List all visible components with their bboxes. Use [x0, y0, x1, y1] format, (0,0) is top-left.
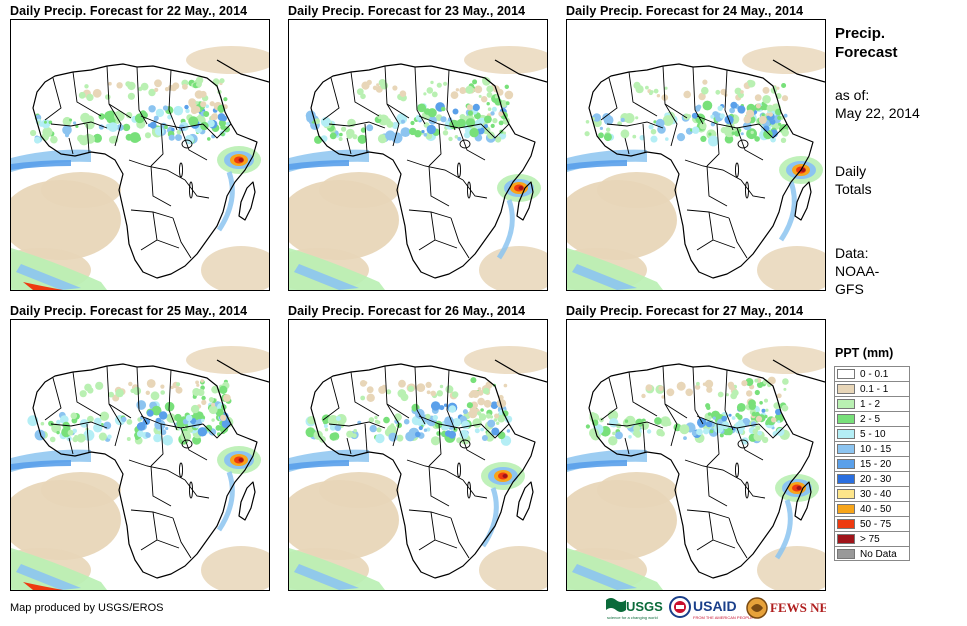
data-source-line: GFS [835, 281, 864, 297]
legend-swatch [837, 534, 855, 544]
precip-map [288, 19, 548, 291]
africa-precip-svg [289, 346, 547, 590]
totals-line: Daily [835, 163, 867, 179]
legend-label: No Data [860, 549, 897, 560]
legend-item: > 75 [834, 531, 910, 546]
legend-label: > 75 [860, 534, 880, 545]
usgs-logo: USGS science for a changing world [606, 598, 663, 620]
legend-item: No Data [834, 546, 910, 561]
legend-item: 50 - 75 [834, 516, 910, 531]
legend-swatch [837, 429, 855, 439]
africa-precip-svg [289, 46, 547, 290]
legend-item: 1 - 2 [834, 396, 910, 411]
africa-precip-svg [11, 346, 269, 590]
africa-precip-svg [11, 46, 269, 290]
panel-title: Daily Precip. Forecast for 23 May., 2014 [288, 4, 526, 18]
legend-item: 10 - 15 [834, 441, 910, 456]
legend-item: 30 - 40 [834, 486, 910, 501]
legend-swatch [837, 459, 855, 469]
panel-title: Daily Precip. Forecast for 22 May., 2014 [10, 4, 248, 18]
usaid-logo: USAID FROM THE AMERICAN PEOPLE [669, 596, 753, 620]
sidebar-title-line: Forecast [835, 44, 898, 61]
legend-label: 15 - 20 [860, 459, 892, 470]
legend-label: 50 - 75 [860, 519, 892, 530]
precip-map [10, 319, 270, 591]
fewsnet-logo: FEWS NET [746, 597, 826, 619]
legend-item: 0.1 - 1 [834, 381, 910, 396]
sidebar-title-line: Precip. [835, 25, 886, 42]
legend-swatch [837, 549, 855, 559]
legend-item: 0 - 0.1 [834, 366, 910, 381]
legend-swatch [837, 489, 855, 499]
panel-title: Daily Precip. Forecast for 26 May., 2014 [288, 304, 526, 318]
legend-swatch [837, 444, 855, 454]
as-of-label: as of: [835, 87, 870, 103]
legend-label: 40 - 50 [860, 504, 892, 515]
legend-swatch [837, 369, 855, 379]
precip-map [566, 19, 826, 291]
svg-text:FROM THE AMERICAN PEOPLE: FROM THE AMERICAN PEOPLE [693, 615, 753, 620]
panel-title: Daily Precip. Forecast for 27 May., 2014 [566, 304, 804, 318]
panel-title: Daily Precip. Forecast for 24 May., 2014 [566, 4, 804, 18]
as-of-block: as of: May 22, 2014 [835, 86, 920, 122]
partner-logos: USGS science for a changing world USAID … [606, 596, 826, 620]
legend-label: 20 - 30 [860, 474, 892, 485]
data-source-line: NOAA- [835, 263, 880, 279]
as-of-date: May 22, 2014 [835, 105, 920, 121]
sidebar-title: Precip. Forecast [835, 24, 898, 62]
africa-precip-svg [567, 46, 825, 290]
legend-item: 20 - 30 [834, 471, 910, 486]
panel-title: Daily Precip. Forecast for 25 May., 2014 [10, 304, 248, 318]
legend-label: 2 - 5 [860, 414, 881, 425]
legend-label: 30 - 40 [860, 489, 892, 500]
ppt-legend: 0 - 0.1 0.1 - 1 1 - 2 2 - 5 5 - 10 10 - 15 15 … [834, 366, 910, 561]
legend-title: PPT (mm) [835, 346, 894, 360]
totals-line: Totals [835, 181, 872, 197]
legend-item: 5 - 10 [834, 426, 910, 441]
legend-swatch [837, 384, 855, 394]
legend-label: 0.1 - 1 [860, 384, 889, 395]
map-credit: Map produced by USGS/EROS [10, 602, 164, 614]
africa-precip-svg [567, 346, 825, 590]
svg-text:USGS: USGS [626, 599, 663, 614]
svg-text:USAID: USAID [693, 598, 737, 614]
legend-swatch [837, 399, 855, 409]
data-source-block: Data: NOAA- GFS [835, 244, 879, 298]
legend-item: 40 - 50 [834, 501, 910, 516]
legend-label: 0 - 0.1 [860, 369, 889, 380]
data-source-line: Data: [835, 245, 869, 261]
legend-label: 5 - 10 [860, 429, 886, 440]
legend-swatch [837, 504, 855, 514]
legend-swatch [837, 519, 855, 529]
precip-map [566, 319, 826, 591]
svg-text:FEWS NET: FEWS NET [770, 600, 826, 615]
legend-item: 15 - 20 [834, 456, 910, 471]
totals-block: Daily Totals [835, 162, 872, 198]
precip-map [288, 319, 548, 591]
legend-swatch [837, 414, 855, 424]
legend-label: 10 - 15 [860, 444, 892, 455]
legend-item: 2 - 5 [834, 411, 910, 426]
legend-label: 1 - 2 [860, 399, 881, 410]
svg-text:science for a changing world: science for a changing world [607, 615, 658, 620]
legend-swatch [837, 474, 855, 484]
precip-map [10, 19, 270, 291]
